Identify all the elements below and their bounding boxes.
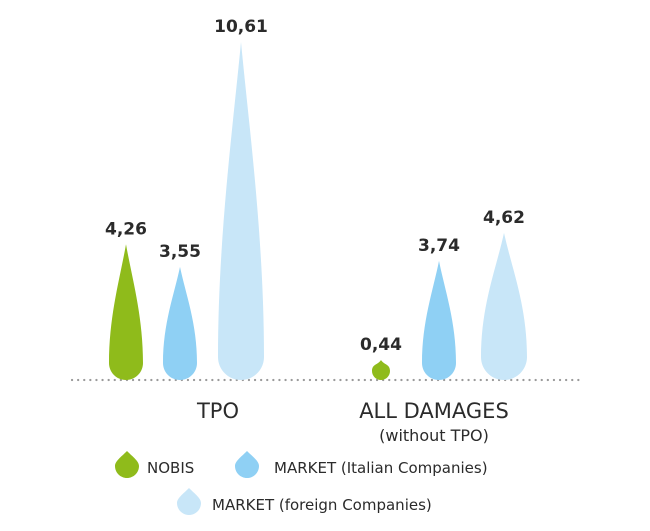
category-subtitle: (without TPO) bbox=[379, 426, 489, 445]
legend-swatch-market-foreign bbox=[177, 488, 201, 515]
data-label-1-0: 3,55 bbox=[159, 242, 201, 262]
data-label-2-1: 4,62 bbox=[483, 208, 525, 228]
bar-0-0 bbox=[109, 244, 143, 380]
bar-2-1 bbox=[481, 232, 527, 380]
legend-label-market-italian: MARKET (Italian Companies) bbox=[274, 459, 488, 477]
bars: 4,26 0,44 3,55 3,74 10,61 4,62 bbox=[105, 17, 527, 380]
legend-swatch-nobis bbox=[115, 451, 139, 478]
category-label: ALL DAMAGES bbox=[359, 399, 509, 423]
data-label-2-0: 10,61 bbox=[214, 17, 268, 37]
bar-1-0 bbox=[163, 266, 197, 380]
bar-0-1 bbox=[372, 360, 390, 380]
data-label-1-1: 3,74 bbox=[418, 236, 460, 256]
bar-2-0 bbox=[218, 42, 264, 380]
data-label-0-0: 4,26 bbox=[105, 219, 147, 239]
legend-label-market-foreign: MARKET (foreign Companies) bbox=[212, 496, 432, 514]
legend-label-nobis: NOBIS bbox=[147, 459, 194, 477]
category-labels: TPO ALL DAMAGES (without TPO) bbox=[196, 399, 509, 445]
legend-swatch-market-italian bbox=[235, 451, 259, 478]
category-label: TPO bbox=[196, 399, 239, 423]
bar-1-1 bbox=[422, 260, 456, 380]
data-label-0-1: 0,44 bbox=[360, 335, 402, 355]
legend: NOBIS MARKET (Italian Companies) MARKET … bbox=[115, 451, 488, 515]
